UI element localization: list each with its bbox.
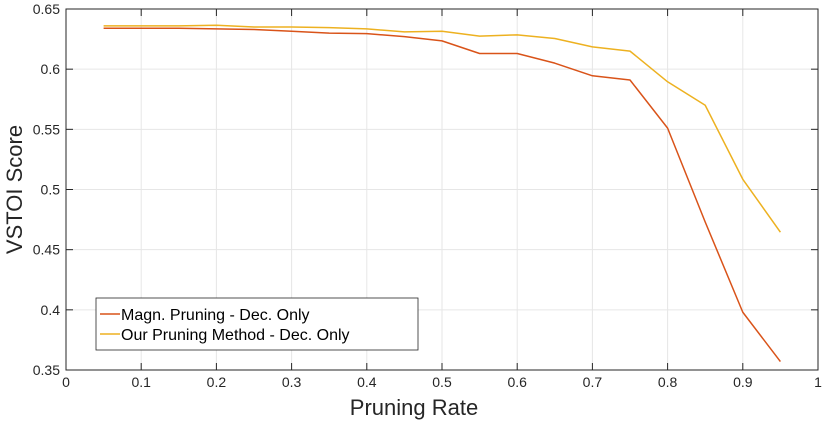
- x-tick-label: 0.5: [432, 374, 452, 390]
- axis-ticks: [65, 8, 819, 371]
- x-axis-title: Pruning Rate: [350, 395, 478, 420]
- x-tick-label: 0.9: [733, 374, 753, 390]
- x-tick-label: 0: [62, 374, 70, 390]
- series-lines: [103, 24, 782, 363]
- series-line-1: [103, 24, 782, 233]
- y-tick-label: 0.35: [33, 362, 60, 378]
- y-tick-label: 0.5: [41, 182, 61, 198]
- y-axis-title: VSTOI Score: [2, 125, 27, 254]
- y-tick-label: 0.4: [41, 302, 61, 318]
- legend: Magn. Pruning - Dec. Only Our Pruning Me…: [95, 297, 419, 351]
- x-tick-label: 0.4: [357, 374, 377, 390]
- x-tick-label: 0.6: [507, 374, 527, 390]
- legend-box: [95, 297, 419, 351]
- y-tick-label: 0.65: [33, 1, 60, 17]
- tick-labels: 0 0.1 0.2 0.3 0.4 0.5 0.6 0.7 0.8 0.9 1 0.35 0.4 0.45…: [33, 1, 822, 390]
- y-tick-label: 0.55: [33, 121, 60, 137]
- x-tick-label: 0.8: [658, 374, 678, 390]
- legend-label-our-pruning: Our Pruning Method - Dec. Only: [121, 327, 350, 344]
- y-tick-label: 0.6: [41, 61, 61, 77]
- x-tick-label: 0.1: [131, 374, 151, 390]
- series-line-0: [103, 27, 781, 363]
- x-tick-label: 0.7: [583, 374, 603, 390]
- x-tick-label: 1: [814, 374, 822, 390]
- y-tick-label: 0.45: [33, 242, 60, 258]
- x-tick-label: 0.3: [282, 374, 302, 390]
- legend-label-magn-pruning: Magn. Pruning - Dec. Only: [121, 307, 310, 324]
- x-tick-label: 0.2: [207, 374, 227, 390]
